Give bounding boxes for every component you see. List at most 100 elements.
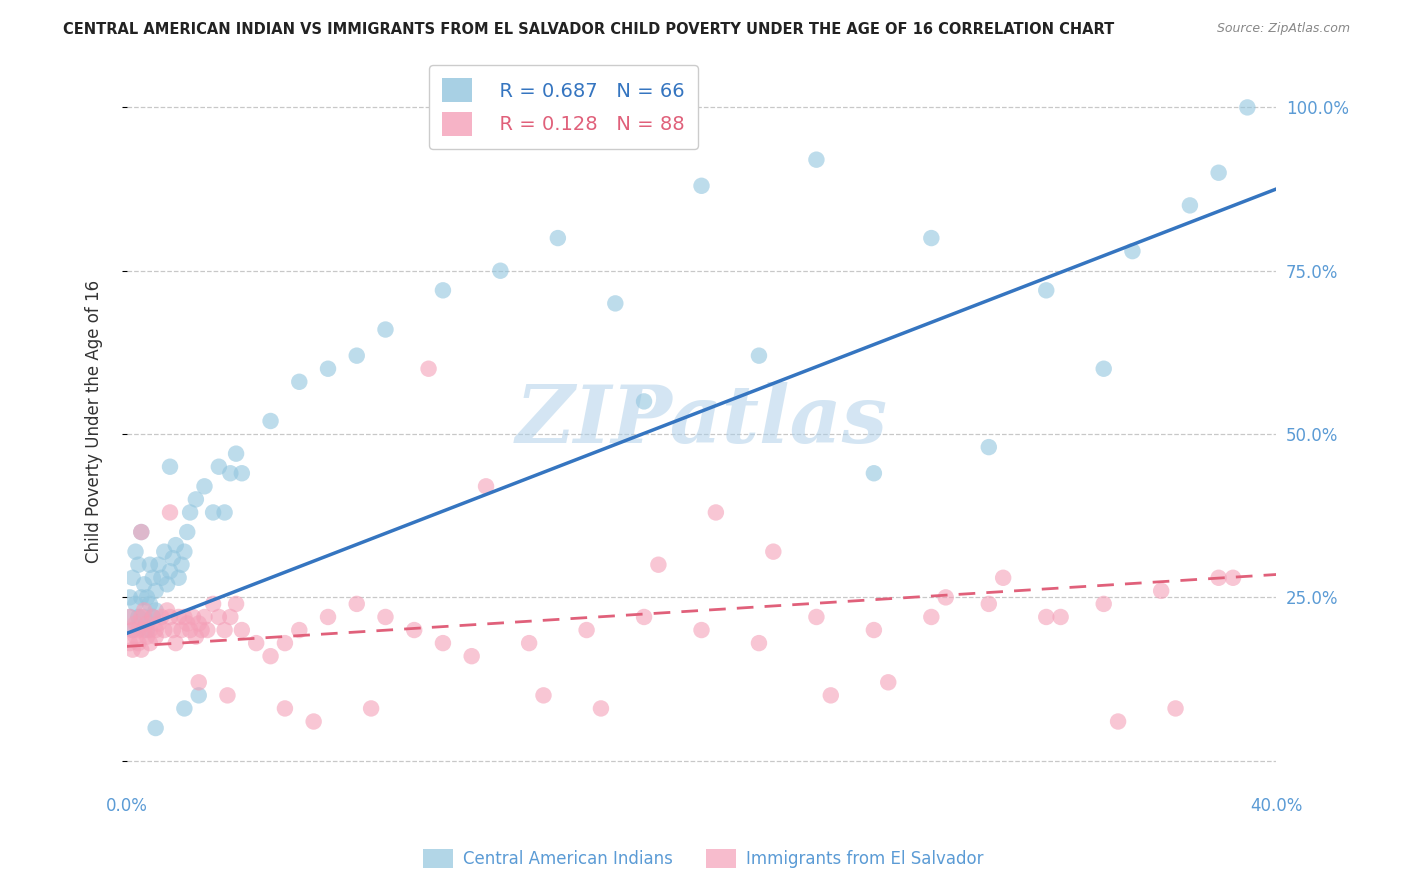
Point	[1107, 714, 1129, 729]
Point	[134, 610, 156, 624]
Point	[165, 636, 187, 650]
Point	[129, 610, 152, 624]
Point	[136, 591, 159, 605]
Point	[162, 623, 184, 637]
Point	[153, 623, 176, 637]
Point	[121, 623, 143, 637]
Point	[418, 361, 440, 376]
Point	[159, 610, 181, 624]
Point	[170, 623, 193, 637]
Point	[316, 361, 339, 376]
Point	[202, 505, 225, 519]
Point	[145, 630, 167, 644]
Point	[193, 479, 215, 493]
Point	[633, 394, 655, 409]
Point	[173, 544, 195, 558]
Point	[214, 505, 236, 519]
Point	[1150, 583, 1173, 598]
Point	[1035, 283, 1057, 297]
Point	[159, 564, 181, 578]
Point	[877, 675, 900, 690]
Point	[225, 447, 247, 461]
Point	[150, 571, 173, 585]
Point	[139, 597, 162, 611]
Point	[162, 551, 184, 566]
Point	[214, 623, 236, 637]
Point	[145, 721, 167, 735]
Point	[863, 623, 886, 637]
Point	[179, 623, 201, 637]
Point	[193, 610, 215, 624]
Point	[165, 538, 187, 552]
Point	[184, 492, 207, 507]
Point	[184, 630, 207, 644]
Point	[142, 610, 165, 624]
Point	[118, 610, 141, 624]
Point	[288, 623, 311, 637]
Point	[360, 701, 382, 715]
Point	[647, 558, 669, 572]
Point	[124, 544, 146, 558]
Point	[167, 571, 190, 585]
Point	[432, 283, 454, 297]
Point	[346, 349, 368, 363]
Point	[690, 623, 713, 637]
Point	[118, 636, 141, 650]
Point	[316, 610, 339, 624]
Point	[432, 636, 454, 650]
Point	[127, 623, 149, 637]
Point	[863, 467, 886, 481]
Point	[136, 623, 159, 637]
Point	[806, 153, 828, 167]
Point	[195, 623, 218, 637]
Point	[533, 689, 555, 703]
Point	[920, 231, 942, 245]
Point	[156, 603, 179, 617]
Point	[217, 689, 239, 703]
Point	[139, 636, 162, 650]
Point	[142, 610, 165, 624]
Point	[1236, 100, 1258, 114]
Point	[589, 701, 612, 715]
Point	[633, 610, 655, 624]
Point	[231, 623, 253, 637]
Point	[820, 689, 842, 703]
Point	[148, 616, 170, 631]
Point	[118, 591, 141, 605]
Point	[136, 616, 159, 631]
Point	[145, 623, 167, 637]
Point	[225, 597, 247, 611]
Point	[460, 649, 482, 664]
Point	[159, 459, 181, 474]
Point	[129, 524, 152, 539]
Point	[259, 649, 281, 664]
Point	[404, 623, 426, 637]
Point	[1121, 244, 1143, 259]
Point	[346, 597, 368, 611]
Point	[259, 414, 281, 428]
Point	[136, 630, 159, 644]
Point	[1092, 361, 1115, 376]
Point	[187, 689, 209, 703]
Point	[129, 642, 152, 657]
Point	[170, 558, 193, 572]
Point	[1035, 610, 1057, 624]
Point	[231, 467, 253, 481]
Point	[1208, 166, 1230, 180]
Point	[124, 597, 146, 611]
Point	[1092, 597, 1115, 611]
Y-axis label: Child Poverty Under the Age of 16: Child Poverty Under the Age of 16	[86, 279, 103, 563]
Point	[127, 610, 149, 624]
Point	[173, 610, 195, 624]
Point	[153, 544, 176, 558]
Point	[145, 583, 167, 598]
Point	[245, 636, 267, 650]
Point	[134, 623, 156, 637]
Point	[748, 349, 770, 363]
Point	[190, 623, 212, 637]
Point	[748, 636, 770, 650]
Text: ZIPatlas: ZIPatlas	[516, 383, 887, 459]
Point	[517, 636, 540, 650]
Point	[124, 630, 146, 644]
Point	[1164, 701, 1187, 715]
